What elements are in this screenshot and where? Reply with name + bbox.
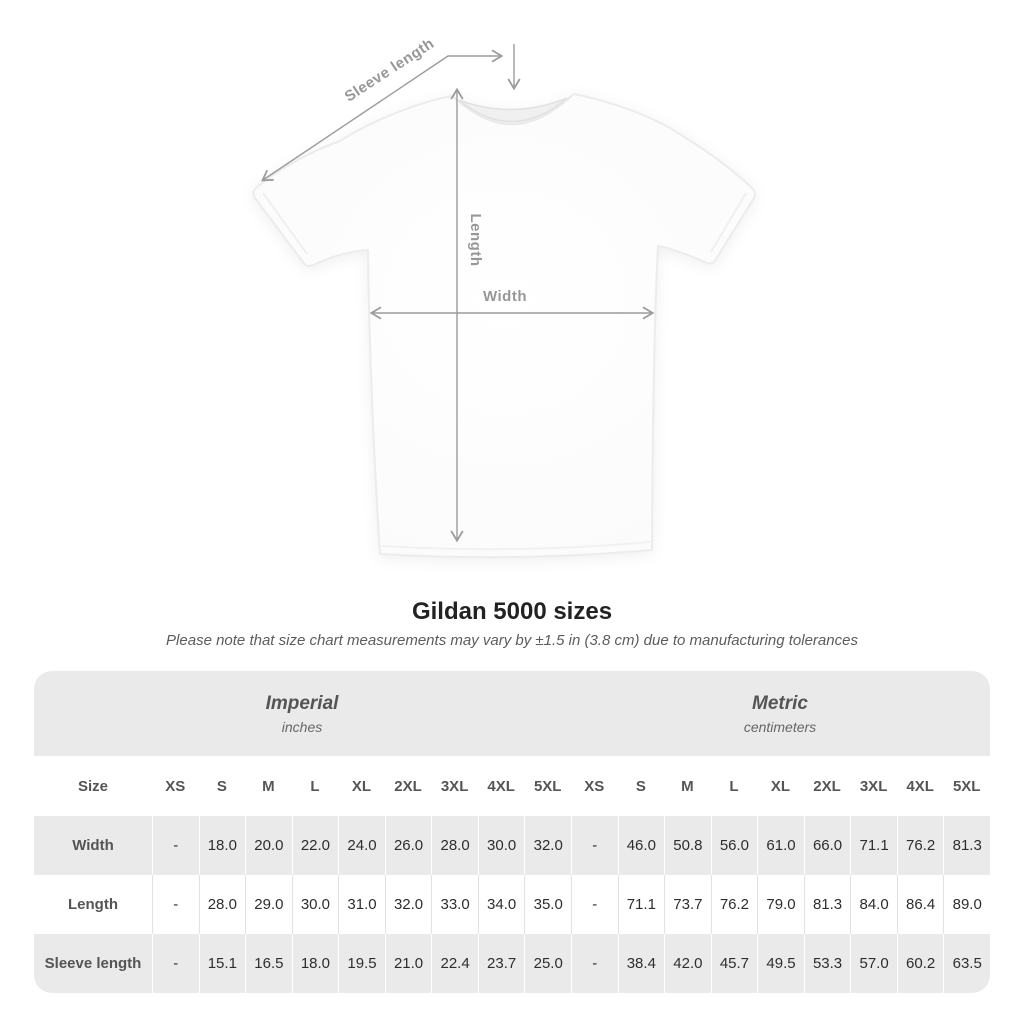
table-cell: 22.0 xyxy=(291,816,339,875)
table-cell: 50.8 xyxy=(664,816,711,875)
table-cell: 3XL xyxy=(440,777,469,795)
table-cell: XS xyxy=(584,777,605,795)
table-cell: 34.0 xyxy=(477,875,525,934)
table-cell: 5XL xyxy=(952,777,981,795)
table-cell: L xyxy=(310,777,320,795)
metric-label: Metric xyxy=(752,692,808,714)
table-cell: - xyxy=(571,875,618,934)
table-cell: 45.7 xyxy=(710,934,758,993)
table-cell: 42.0 xyxy=(664,934,711,993)
tshirt-illustration xyxy=(252,93,757,559)
tshirt-diagram: Sleeve length Length Width xyxy=(252,35,757,559)
measurement-row: Length -28.0 29.0 30.0 31.0 32.0 33.0 34.0 35.0-… xyxy=(34,875,990,934)
table-cell: 33.0 xyxy=(431,875,478,934)
table-cell: 32.0 xyxy=(384,875,432,934)
row-label: Length xyxy=(68,896,118,913)
metric-header: Metric centimeters xyxy=(570,693,990,735)
table-cell: XL xyxy=(351,777,372,795)
table-cell: 79.0 xyxy=(757,875,804,934)
table-cell: 26.0 xyxy=(384,816,432,875)
size-table: Imperial inches Metric centimeters Size X… xyxy=(34,671,990,993)
table-cell: 81.3 xyxy=(803,875,851,934)
table-cell: L xyxy=(729,777,739,795)
row-label: Width xyxy=(72,837,114,854)
table-cell: 20.0 xyxy=(245,816,292,875)
table-cell: 28.0 xyxy=(198,875,246,934)
table-cell: - xyxy=(152,934,199,993)
table-cell: 57.0 xyxy=(850,934,897,993)
size-header-row: Size XS S M L XL 2XL 3XL 4XL 5XL XS S M L XL 2XL 3XL 4XL 5… xyxy=(34,756,990,816)
unit-header-row: Imperial inches Metric centimeters xyxy=(34,671,990,756)
imperial-label: Imperial xyxy=(265,692,339,714)
table-cell: 38.4 xyxy=(617,934,665,993)
table-cell: 24.0 xyxy=(338,816,385,875)
sleeve-dimension-line xyxy=(261,49,504,182)
table-cell: M xyxy=(262,777,275,795)
table-cell: 18.0 xyxy=(291,934,339,993)
table-cell: 22.4 xyxy=(431,934,478,993)
table-cell: 25.0 xyxy=(524,934,571,993)
table-cell: 2XL xyxy=(813,777,841,795)
table-cell: 4XL xyxy=(906,777,934,795)
table-cell: XS xyxy=(165,777,186,795)
table-cell: 21.0 xyxy=(384,934,432,993)
table-cell: 76.2 xyxy=(896,816,944,875)
table-cell: 61.0 xyxy=(757,816,804,875)
table-cell: M xyxy=(681,777,694,795)
table-cell: 3XL xyxy=(859,777,888,795)
table-cell: 71.1 xyxy=(850,816,897,875)
table-cell: XL xyxy=(770,777,791,795)
table-cell: 5XL xyxy=(533,777,562,795)
width-label: Width xyxy=(483,288,527,305)
table-cell: - xyxy=(152,875,199,934)
table-cell: S xyxy=(216,777,227,795)
table-cell: 32.0 xyxy=(524,816,571,875)
table-cell: 66.0 xyxy=(803,816,851,875)
table-cell: 49.5 xyxy=(757,934,804,993)
metric-sublabel: centimeters xyxy=(743,718,817,735)
tshirt-svg: Sleeve length Length Width xyxy=(252,35,757,559)
imperial-header: Imperial inches xyxy=(34,693,570,735)
row-label: Size xyxy=(77,777,108,795)
table-cell: 86.4 xyxy=(896,875,944,934)
table-cell: - xyxy=(571,816,618,875)
table-cell: 30.0 xyxy=(291,875,339,934)
measurement-row: Sleeve length -15.1 16.5 18.0 19.5 21.0 22.4 23… xyxy=(34,934,990,993)
table-cell: 73.7 xyxy=(664,875,711,934)
measurement-row: Width -18.0 20.0 22.0 24.0 26.0 28.0 30.0 32.0-4… xyxy=(34,816,990,875)
table-cell: 53.3 xyxy=(803,934,851,993)
size-table-body: Size XS S M L XL 2XL 3XL 4XL 5XL XS S M L XL 2XL 3XL 4XL 5… xyxy=(34,756,990,993)
table-cell: 76.2 xyxy=(710,875,758,934)
table-cell: 2XL xyxy=(394,777,422,795)
table-cell: 15.1 xyxy=(198,934,246,993)
table-cell: 71.1 xyxy=(617,875,665,934)
table-cell: 56.0 xyxy=(710,816,758,875)
row-label: Sleeve length xyxy=(44,955,142,972)
table-cell: 23.7 xyxy=(477,934,525,993)
table-cell: 81.3 xyxy=(943,816,990,875)
table-cell: 4XL xyxy=(487,777,515,795)
table-cell: 19.5 xyxy=(338,934,385,993)
table-cell: 30.0 xyxy=(477,816,525,875)
table-cell: 31.0 xyxy=(338,875,385,934)
table-cell: 28.0 xyxy=(431,816,478,875)
dimension-lines xyxy=(261,44,655,543)
table-cell: 29.0 xyxy=(245,875,292,934)
table-cell: 63.5 xyxy=(943,934,990,993)
table-cell: 18.0 xyxy=(198,816,246,875)
table-cell: 16.5 xyxy=(245,934,292,993)
table-cell: 84.0 xyxy=(850,875,897,934)
table-cell: - xyxy=(571,934,618,993)
table-cell: 60.2 xyxy=(896,934,944,993)
table-cell: 89.0 xyxy=(943,875,990,934)
length-label: Length xyxy=(467,214,484,267)
tolerance-note: Please note that size chart measurements… xyxy=(166,632,858,649)
table-cell: 46.0 xyxy=(617,816,665,875)
imperial-sublabel: inches xyxy=(281,718,323,735)
page-title: Gildan 5000 sizes xyxy=(411,598,613,625)
table-cell: S xyxy=(635,777,646,795)
table-cell: - xyxy=(152,816,199,875)
table-cell: 35.0 xyxy=(524,875,571,934)
